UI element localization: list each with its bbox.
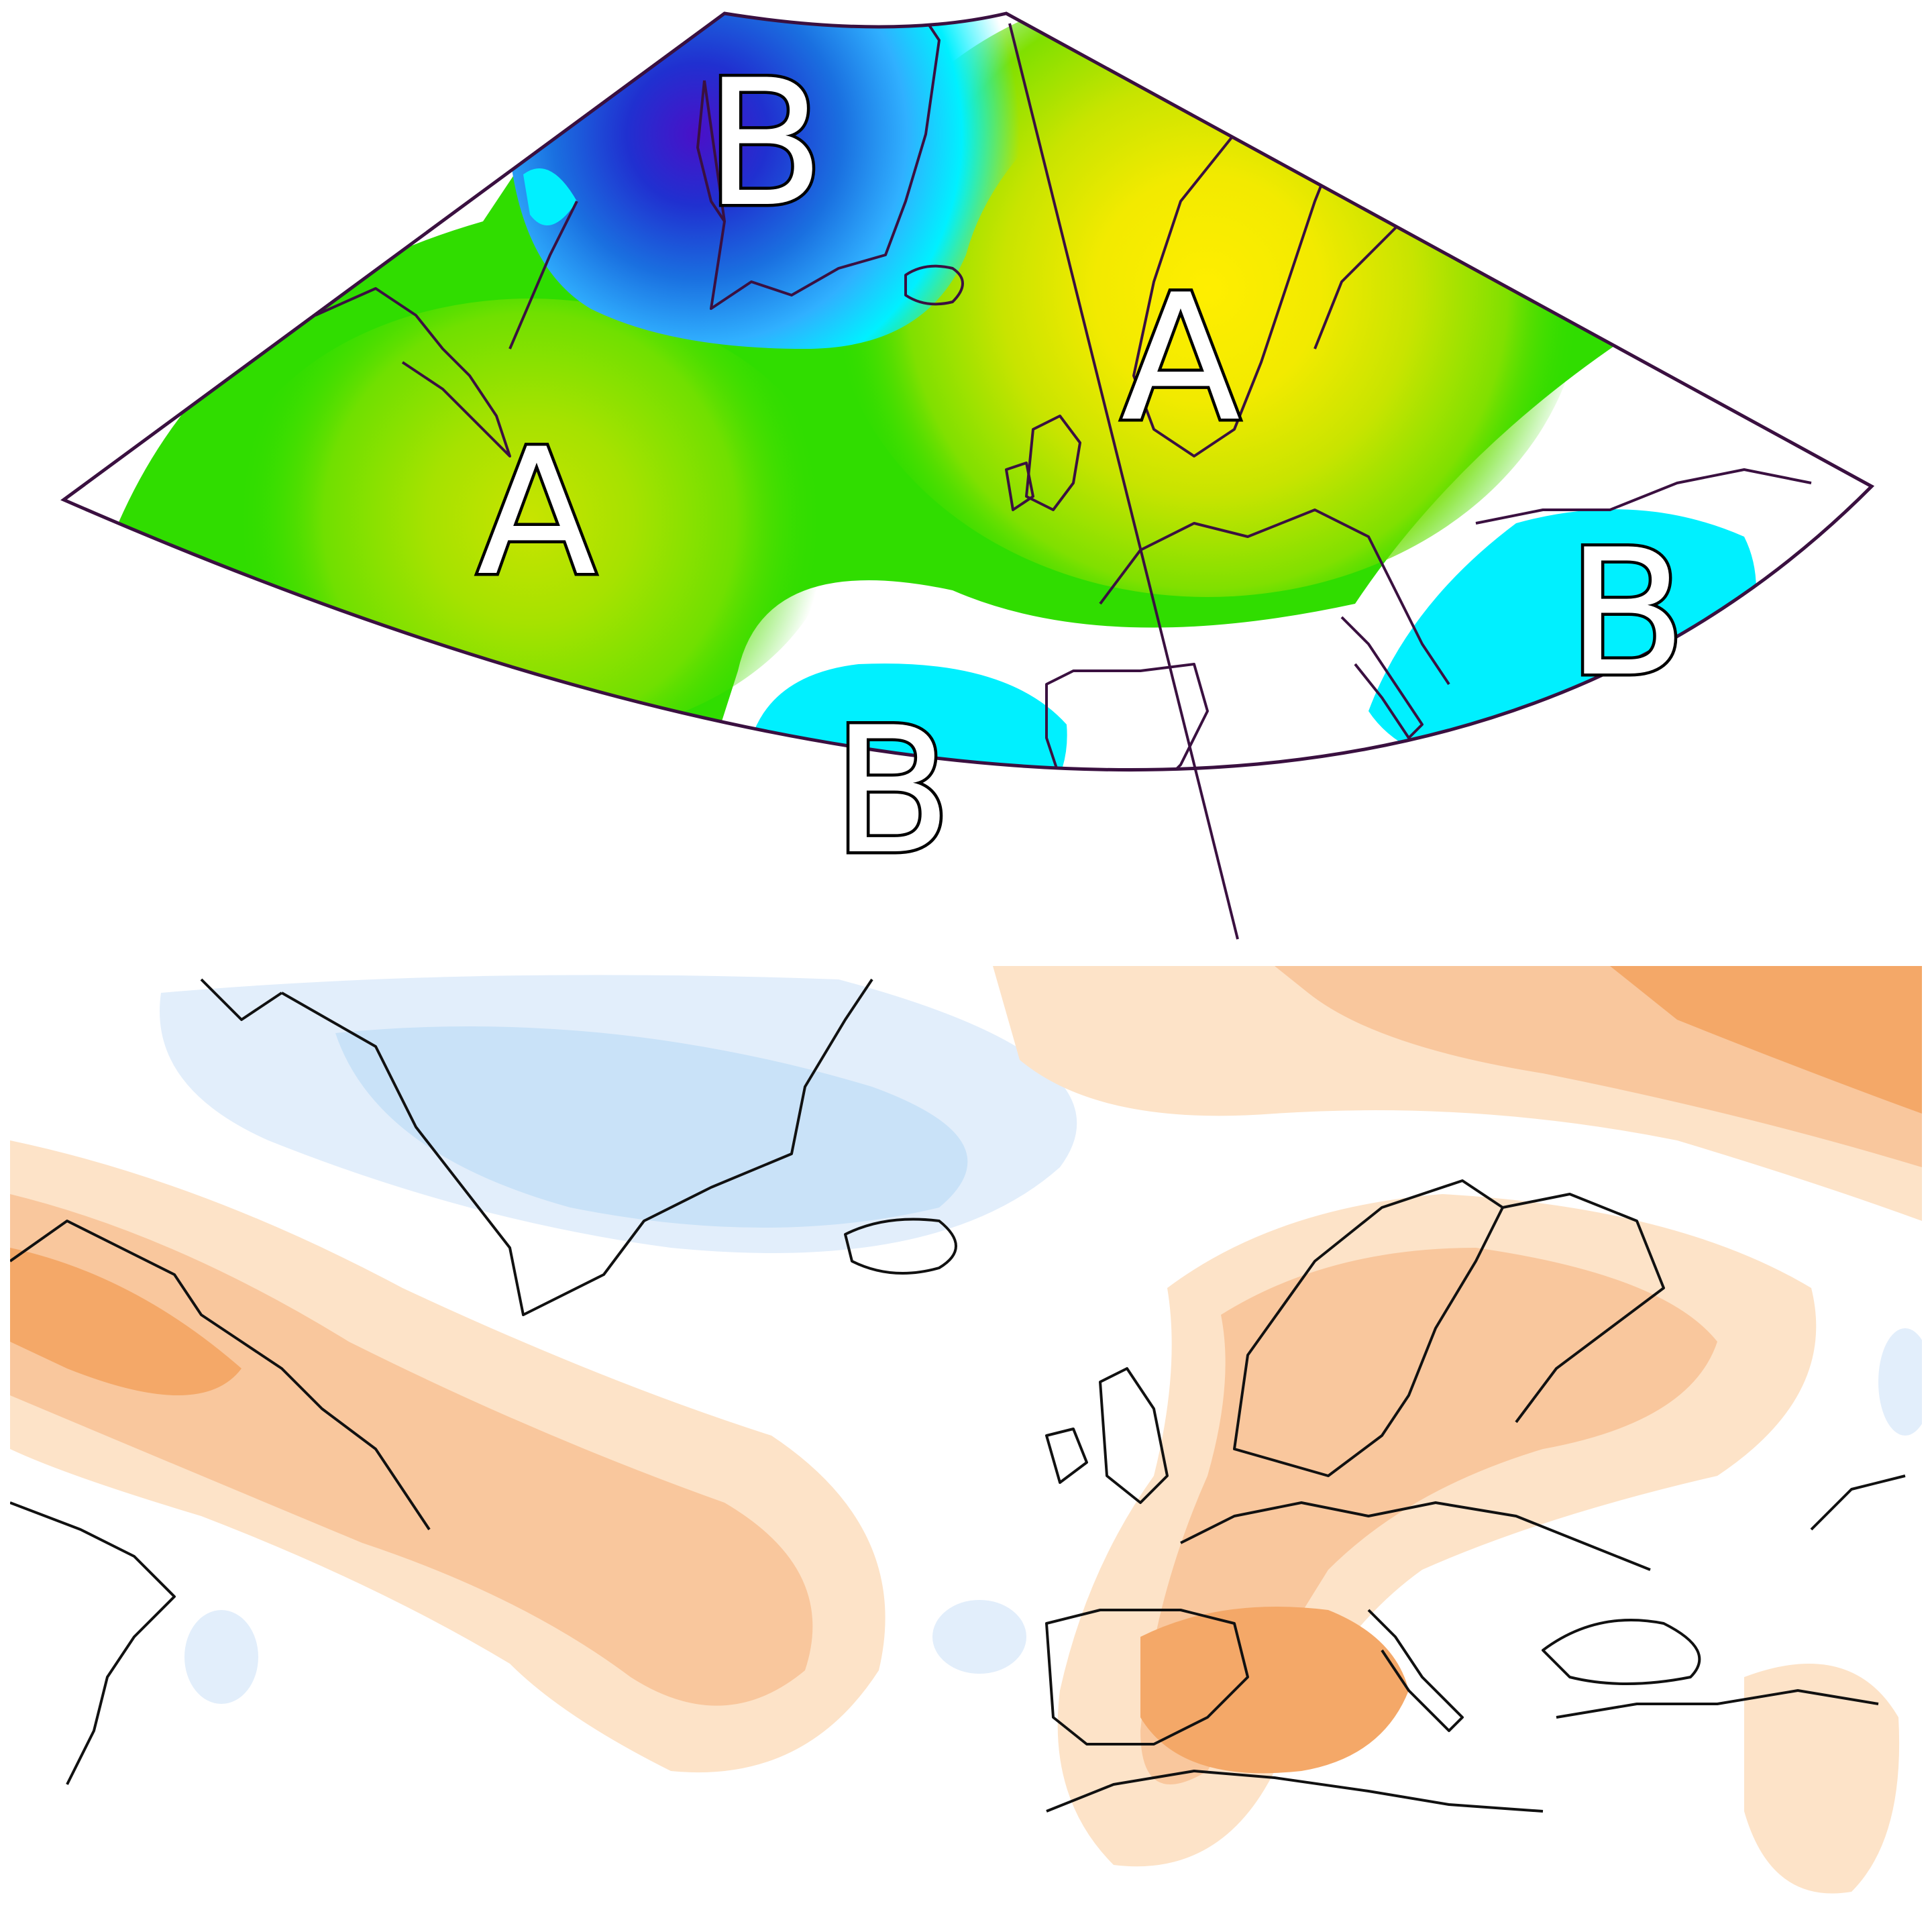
low-pressure-label-east: B [1567,513,1686,715]
temperature-anomaly-map [0,966,1932,1932]
high-pressure-label-east: A [1121,258,1241,460]
pressure-field [107,13,1756,770]
map-frame [60,11,1875,771]
anomaly-map-svg [10,966,1922,1922]
bottom-coastlines [10,978,1906,1813]
meridian-line [1008,23,1239,940]
pressure-anomaly-map: B A A B B [60,11,1875,940]
low-pressure-label-southwest: B [833,690,952,893]
coastlines [315,19,1812,770]
pressure-map-svg: B A A B B [60,11,1875,940]
anomaly-field [10,966,1922,1922]
high-pressure-label-west: A [477,412,597,614]
low-pressure-label-north: B [705,43,824,246]
